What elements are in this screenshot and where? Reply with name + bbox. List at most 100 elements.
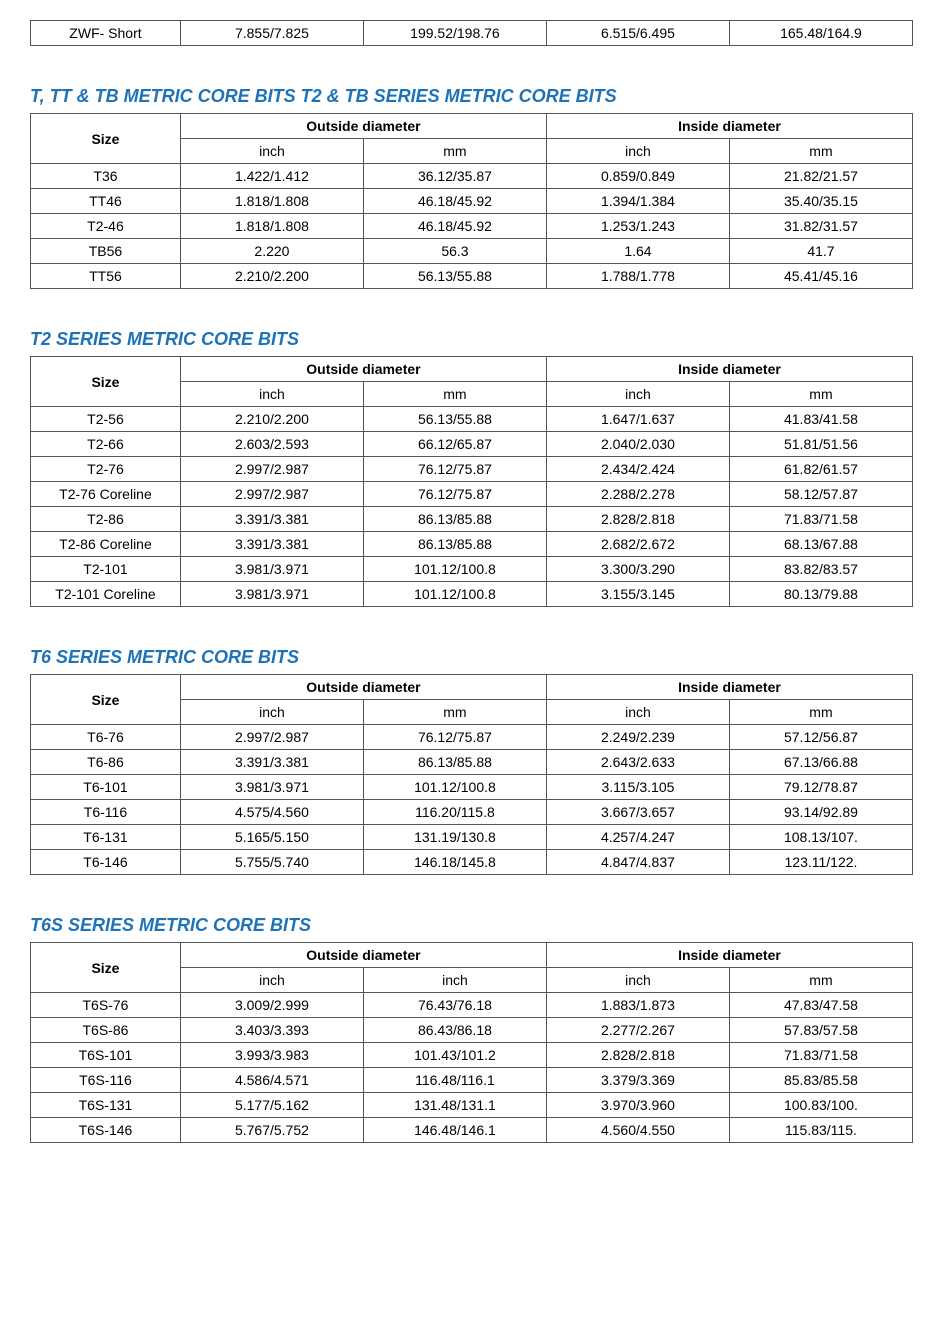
cell-od_mm: 76.12/75.87 (363, 457, 546, 482)
subheader-cell: inch (546, 700, 729, 725)
cell-od-in: 7.855/7.825 (180, 21, 363, 46)
table-row: TT461.818/1.80846.18/45.921.394/1.38435.… (31, 189, 913, 214)
cell-size: T6-86 (31, 750, 181, 775)
cell-size: T2-76 (31, 457, 181, 482)
table-row: T2-863.391/3.38186.13/85.882.828/2.81871… (31, 507, 913, 532)
cell-od_in: 2.210/2.200 (180, 264, 363, 289)
header-id: Inside diameter (546, 357, 912, 382)
orphan-table-wrapper: ZWF- Short 7.855/7.825 199.52/198.76 6.5… (30, 20, 913, 46)
cell-id_in: 3.970/3.960 (546, 1093, 729, 1118)
cell-size: T6-146 (31, 850, 181, 875)
cell-od_mm: 86.13/85.88 (363, 507, 546, 532)
cell-od_mm: 76.12/75.87 (363, 482, 546, 507)
cell-id_mm: 47.83/47.58 (729, 993, 912, 1018)
cell-size: T6-76 (31, 725, 181, 750)
cell-id_mm: 51.81/51.56 (729, 432, 912, 457)
cell-id_in: 1.788/1.778 (546, 264, 729, 289)
cell-id_in: 2.249/2.239 (546, 725, 729, 750)
cell-size: T2-101 Coreline (31, 582, 181, 607)
cell-od_mm: 56.13/55.88 (363, 264, 546, 289)
header-size: Size (31, 357, 181, 407)
cell-size: T2-86 (31, 507, 181, 532)
subheader-cell: mm (729, 139, 912, 164)
header-id: Inside diameter (546, 114, 912, 139)
cell-size: TB56 (31, 239, 181, 264)
table-row: TB562.22056.31.6441.7 (31, 239, 913, 264)
cell-id_mm: 108.13/107. (729, 825, 912, 850)
cell-size: TT56 (31, 264, 181, 289)
subheader-cell: inch (546, 139, 729, 164)
cell-id_in: 2.288/2.278 (546, 482, 729, 507)
header-od: Outside diameter (180, 114, 546, 139)
subheader-cell: inch (180, 382, 363, 407)
cell-size: T6S-131 (31, 1093, 181, 1118)
cell-id_mm: 85.83/85.58 (729, 1068, 912, 1093)
cell-od_mm: 86.43/86.18 (363, 1018, 546, 1043)
cell-id_mm: 71.83/71.58 (729, 1043, 912, 1068)
cell-id_in: 3.155/3.145 (546, 582, 729, 607)
cell-od_in: 3.391/3.381 (180, 532, 363, 557)
cell-od_mm: 101.12/100.8 (363, 557, 546, 582)
cell-od_in: 2.997/2.987 (180, 482, 363, 507)
cell-od_in: 5.767/5.752 (180, 1118, 363, 1143)
header-row: SizeOutside diameterInside diameter (31, 114, 913, 139)
cell-od_in: 5.755/5.740 (180, 850, 363, 875)
subheader-cell: inch (546, 382, 729, 407)
cell-size: T2-66 (31, 432, 181, 457)
cell-size: T6-116 (31, 800, 181, 825)
header-id: Inside diameter (546, 943, 912, 968)
cell-id_mm: 83.82/83.57 (729, 557, 912, 582)
cell-size: T2-101 (31, 557, 181, 582)
cell-od_in: 3.009/2.999 (180, 993, 363, 1018)
cell-size: T6S-76 (31, 993, 181, 1018)
table-row: T6-762.997/2.98776.12/75.872.249/2.23957… (31, 725, 913, 750)
cell-size: T6-101 (31, 775, 181, 800)
header-id: Inside diameter (546, 675, 912, 700)
header-size: Size (31, 675, 181, 725)
cell-od_in: 5.165/5.150 (180, 825, 363, 850)
cell-od_in: 3.981/3.971 (180, 557, 363, 582)
cell-id_mm: 123.11/122. (729, 850, 912, 875)
cell-size: T2-46 (31, 214, 181, 239)
cell-od_in: 3.981/3.971 (180, 582, 363, 607)
subheader-cell: inch (180, 139, 363, 164)
table-row: ZWF- Short 7.855/7.825 199.52/198.76 6.5… (31, 21, 913, 46)
header-size: Size (31, 114, 181, 164)
cell-id_mm: 61.82/61.57 (729, 457, 912, 482)
cell-id_in: 3.300/3.290 (546, 557, 729, 582)
cell-id_in: 4.560/4.550 (546, 1118, 729, 1143)
cell-od_mm: 76.43/76.18 (363, 993, 546, 1018)
cell-id-mm: 165.48/164.9 (729, 21, 912, 46)
cell-id_mm: 115.83/115. (729, 1118, 912, 1143)
cell-od_mm: 36.12/35.87 (363, 164, 546, 189)
cell-id_in: 2.828/2.818 (546, 507, 729, 532)
cell-od_mm: 146.48/146.1 (363, 1118, 546, 1143)
cell-od_mm: 86.13/85.88 (363, 750, 546, 775)
cell-od_in: 1.818/1.808 (180, 214, 363, 239)
cell-od_in: 3.391/3.381 (180, 507, 363, 532)
cell-od_in: 3.403/3.393 (180, 1018, 363, 1043)
cell-size: ZWF- Short (31, 21, 181, 46)
cell-id_in: 2.643/2.633 (546, 750, 729, 775)
table-row: T2-76 Coreline2.997/2.98776.12/75.872.28… (31, 482, 913, 507)
table-row: T6S-1315.177/5.162131.48/131.13.970/3.96… (31, 1093, 913, 1118)
cell-id_mm: 79.12/78.87 (729, 775, 912, 800)
header-row: SizeOutside diameterInside diameter (31, 675, 913, 700)
cell-od_in: 2.603/2.593 (180, 432, 363, 457)
cell-od_in: 3.981/3.971 (180, 775, 363, 800)
cell-od_mm: 131.48/131.1 (363, 1093, 546, 1118)
cell-od-mm: 199.52/198.76 (363, 21, 546, 46)
subheader-cell: mm (729, 968, 912, 993)
cell-size: T6S-101 (31, 1043, 181, 1068)
cell-id_in: 1.883/1.873 (546, 993, 729, 1018)
cell-id_in: 1.253/1.243 (546, 214, 729, 239)
subheader-cell: mm (363, 700, 546, 725)
header-row: SizeOutside diameterInside diameter (31, 943, 913, 968)
cell-od_in: 4.575/4.560 (180, 800, 363, 825)
header-od: Outside diameter (180, 675, 546, 700)
cell-od_mm: 86.13/85.88 (363, 532, 546, 557)
subheader-cell: inch (363, 968, 546, 993)
subheader-cell: mm (363, 139, 546, 164)
table-row: T6-1315.165/5.150131.19/130.84.257/4.247… (31, 825, 913, 850)
cell-id_in: 4.257/4.247 (546, 825, 729, 850)
